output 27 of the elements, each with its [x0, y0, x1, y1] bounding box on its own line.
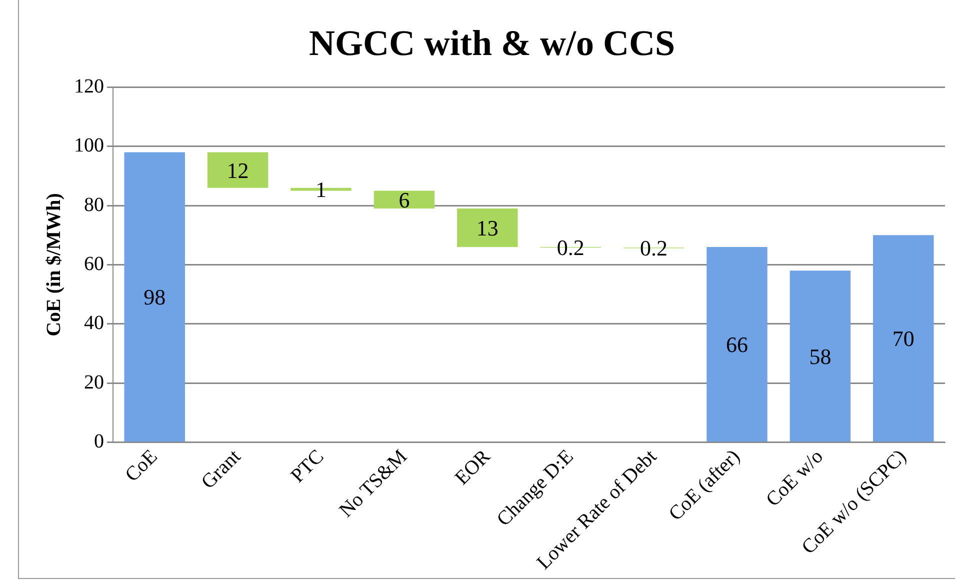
data-label: 98	[144, 284, 166, 310]
bar	[790, 270, 851, 442]
chart-title: NGCC with & w/o CCS	[308, 22, 676, 63]
y-tick-label: 120	[74, 75, 104, 98]
bar	[873, 235, 934, 442]
x-tick-label: CoE	[121, 446, 162, 486]
x-tick-label: CoE w/o	[762, 446, 828, 511]
y-axis-title: CoE (in $/MWh)	[43, 193, 66, 336]
bar	[207, 152, 268, 188]
y-tick-label: 60	[84, 253, 104, 276]
y-tick-label: 100	[74, 134, 104, 157]
bar	[457, 208, 518, 248]
y-tick-label: 0	[94, 430, 104, 453]
x-tick-label: PTC	[286, 446, 328, 488]
data-label: 6	[398, 187, 410, 212]
data-label: 70	[892, 326, 914, 352]
data-label: 0.2	[640, 236, 668, 261]
bar	[706, 247, 768, 442]
data-label: 66	[726, 332, 748, 358]
y-tick-label: 80	[84, 194, 104, 216]
data-label: 58	[809, 344, 832, 369]
bar	[374, 190, 435, 209]
y-tick-label: 40	[84, 312, 104, 334]
data-label: 12	[226, 158, 249, 183]
bar	[124, 152, 185, 442]
y-tick-label: 20	[84, 371, 104, 394]
data-label: 13	[476, 216, 498, 241]
